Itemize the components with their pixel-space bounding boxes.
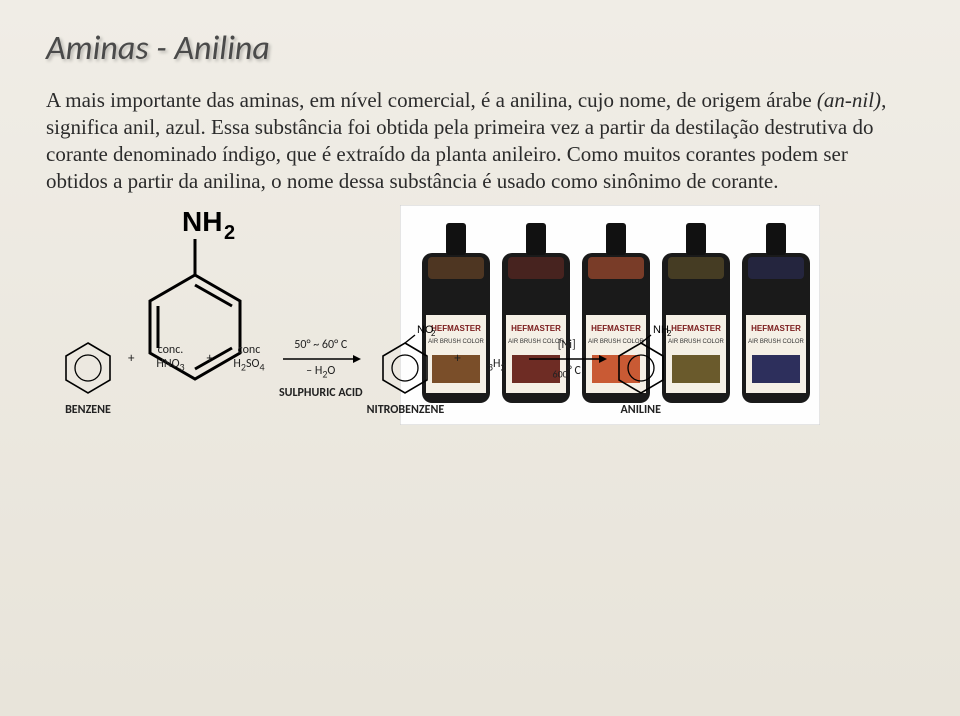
molecule-caption: NITROBENZENE: [367, 403, 445, 417]
svg-text:AIR BRUSH COLOR: AIR BRUSH COLOR: [748, 339, 804, 345]
slide-title: Aminas - Anilina: [46, 28, 920, 69]
svg-text:NH: NH: [182, 206, 222, 237]
molecule-caption: ANILINE: [621, 403, 661, 417]
svg-text:2: 2: [667, 329, 671, 338]
reaction-caption: [565, 386, 568, 400]
svg-text:2: 2: [224, 222, 235, 244]
reaction-caption: SULPHURIC ACID: [279, 386, 363, 400]
body-italic: (an-nil): [817, 88, 881, 112]
hexagon-molecule: NO2NITROBENZENE: [367, 323, 445, 417]
plus-sign: +: [122, 351, 140, 366]
molecule-caption: BENZENE: [65, 403, 111, 417]
svg-text:AIR BRUSH COLOR: AIR BRUSH COLOR: [668, 339, 724, 345]
reaction-conditions: 50° ~ 60° C– H2OSULPHURIC ACID: [279, 339, 363, 400]
body-paragraph: A mais importante das aminas, em nível c…: [46, 87, 910, 195]
reagent: 3H2: [471, 344, 523, 395]
svg-text:2: 2: [431, 329, 435, 338]
svg-text:HEFMASTER: HEFMASTER: [671, 324, 721, 333]
plus-sign: +: [448, 351, 466, 366]
reaction-conditions: [Ni]600° C: [527, 339, 607, 400]
synthesis-reaction: BENZENE + conc.HNO3 + concH2SO4 50° ~ 60°…: [58, 323, 671, 417]
plus-sign: +: [200, 351, 218, 366]
hexagon-molecule: NH2ANILINE: [611, 323, 671, 417]
svg-text:HEFMASTER: HEFMASTER: [751, 324, 801, 333]
reagent: conc.HNO3: [144, 344, 196, 395]
hexagon-molecule: BENZENE: [58, 323, 118, 417]
reagent: concH2SO4: [223, 344, 275, 395]
body-pre: A mais importante das aminas, em nível c…: [46, 88, 817, 112]
